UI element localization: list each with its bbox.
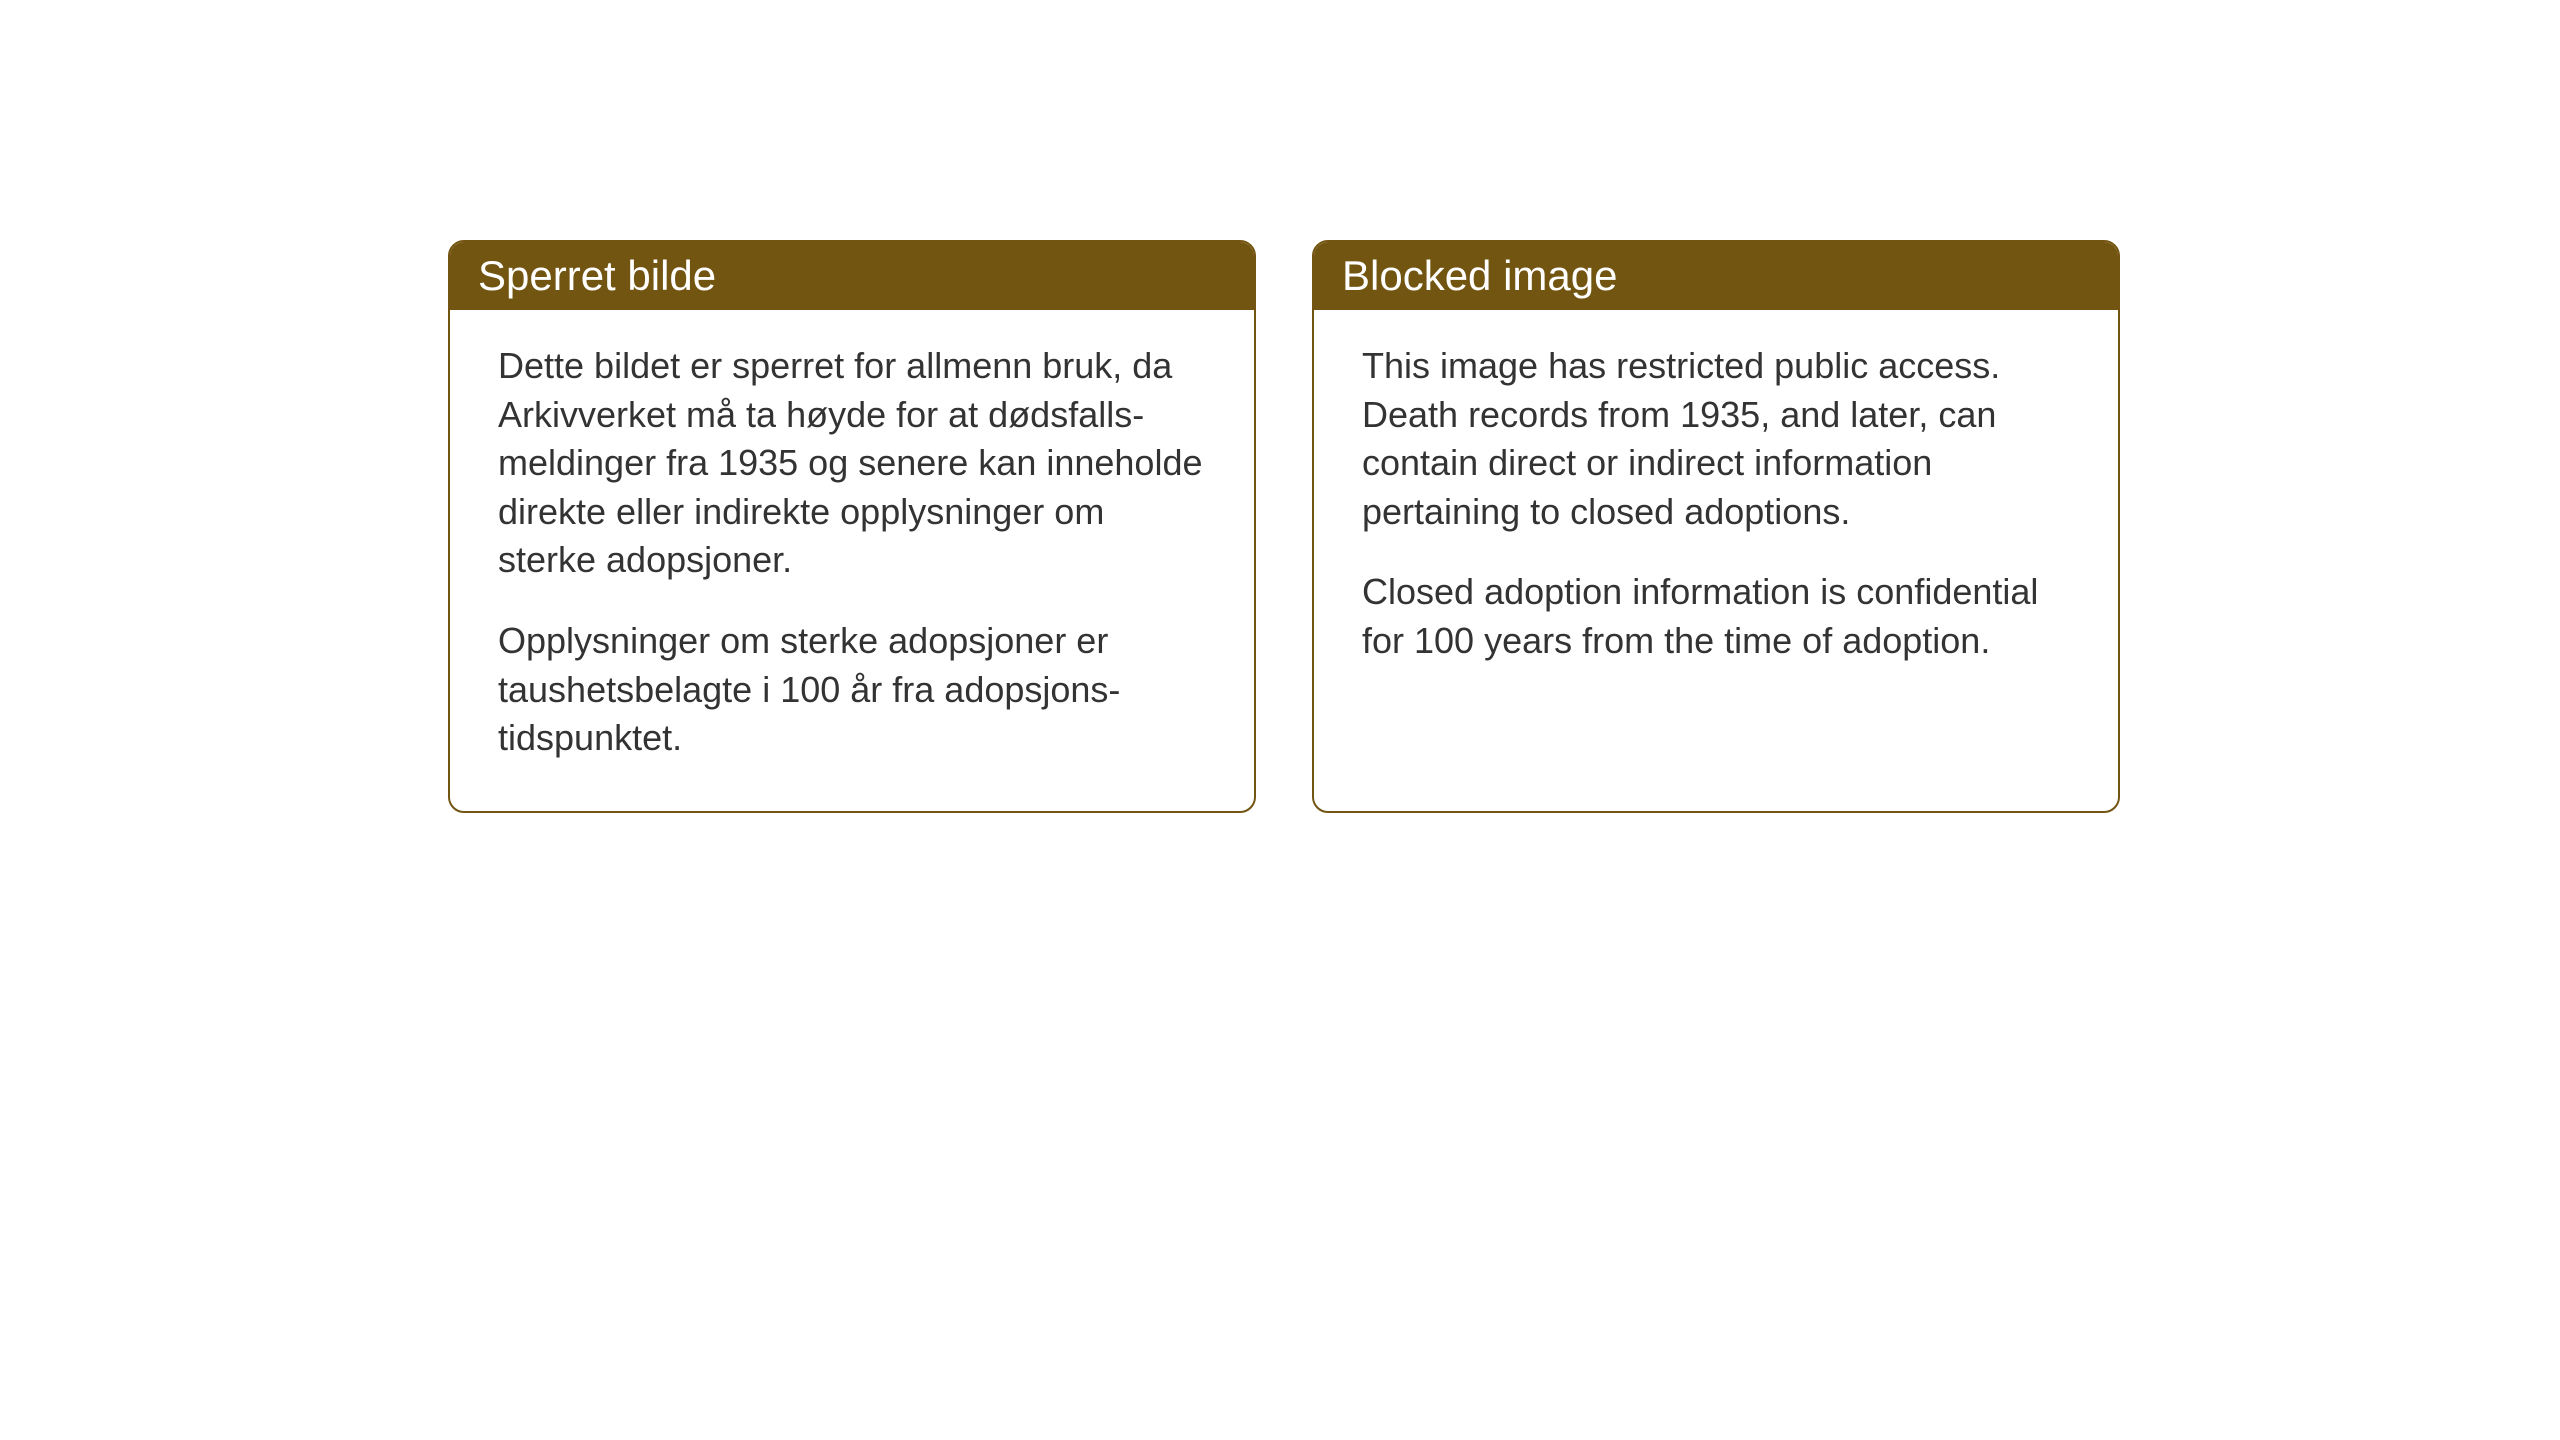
english-notice-card: Blocked image This image has restricted …: [1312, 240, 2120, 813]
norwegian-card-header: Sperret bilde: [450, 242, 1254, 310]
notice-container: Sperret bilde Dette bildet er sperret fo…: [448, 240, 2120, 813]
english-card-body: This image has restricted public access.…: [1314, 310, 2118, 714]
norwegian-card-title: Sperret bilde: [478, 252, 716, 299]
norwegian-card-body: Dette bildet er sperret for allmenn bruk…: [450, 310, 1254, 811]
english-card-header: Blocked image: [1314, 242, 2118, 310]
english-card-title: Blocked image: [1342, 252, 1617, 299]
english-paragraph-2: Closed adoption information is confident…: [1362, 568, 2070, 665]
english-paragraph-1: This image has restricted public access.…: [1362, 342, 2070, 536]
norwegian-paragraph-2: Opplysninger om sterke adopsjoner er tau…: [498, 617, 1206, 763]
norwegian-paragraph-1: Dette bildet er sperret for allmenn bruk…: [498, 342, 1206, 585]
norwegian-notice-card: Sperret bilde Dette bildet er sperret fo…: [448, 240, 1256, 813]
